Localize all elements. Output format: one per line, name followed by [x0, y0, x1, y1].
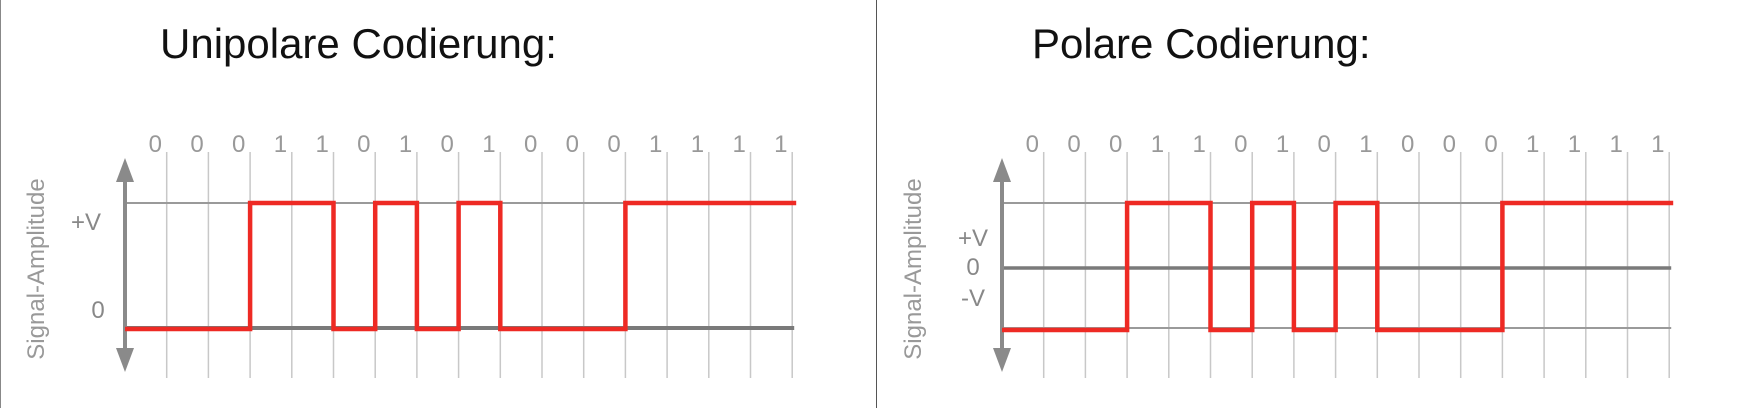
bit-label: 1 — [691, 131, 704, 158]
bit-label: 1 — [274, 131, 287, 158]
bit-label: 1 — [774, 131, 787, 158]
arrow-down-icon — [116, 348, 134, 372]
bit-label: 1 — [1526, 131, 1539, 158]
bit-label: 0 — [357, 131, 370, 158]
bit-label: 0 — [607, 131, 620, 158]
panel-title: Polare Codierung: — [1032, 20, 1371, 67]
level-labels: +V0 -V — [958, 225, 988, 312]
bit-labels: 0 0 0 1 1 0 1 0 1 0 0 0 1 1 1 1 — [149, 131, 788, 158]
axes: Signal-Amplitude — [23, 158, 134, 372]
unipolar-diagram: Signal-Amplitude 0 0 0 1 1 0 1 0 1 0 0 0 1 1 1 1 +V 0 — [23, 131, 797, 378]
bit-label: 0 — [1318, 131, 1331, 158]
bit-label: 0 — [524, 131, 537, 158]
arrow-up-icon — [993, 158, 1011, 182]
bit-label: 1 — [1568, 131, 1581, 158]
level-label: +V — [958, 225, 988, 252]
bit-labels: 0 0 0 1 1 0 1 0 1 0 0 0 1 1 1 1 — [1026, 131, 1665, 158]
arrow-down-icon — [993, 348, 1011, 372]
bit-label: 1 — [649, 131, 662, 158]
bit-label: 0 — [1067, 131, 1080, 158]
bit-label: 0 — [1234, 131, 1247, 158]
bit-label: 1 — [1651, 131, 1664, 158]
bit-label: 1 — [1192, 131, 1205, 158]
level-label: +V — [71, 209, 101, 236]
panel-divider — [876, 0, 877, 408]
arrow-up-icon — [116, 158, 134, 182]
signal — [1002, 200, 1674, 333]
bit-label: 0 — [1401, 131, 1414, 158]
level-label: 0 — [91, 297, 104, 324]
signal-waveform — [125, 200, 797, 332]
level-labels: +V 0 — [71, 209, 105, 324]
signal — [125, 200, 797, 332]
bit-label: 1 — [732, 131, 745, 158]
panel-title: Unipolare Codierung: — [160, 20, 557, 67]
bit-label: 0 — [1109, 131, 1122, 158]
panel-polar: Polare Codierung: Signal-Amplitude 0 0 0 1 1… — [877, 0, 1744, 408]
bit-label: 0 — [1026, 131, 1039, 158]
bit-label: 1 — [399, 131, 412, 158]
bit-label: 0 — [1443, 131, 1456, 158]
left-border — [0, 0, 1, 408]
y-axis-label: Signal-Amplitude — [23, 178, 50, 359]
bit-label: 0 — [566, 131, 579, 158]
axes: Signal-Amplitude — [900, 158, 1011, 372]
level-label: -V — [961, 285, 985, 312]
signal-waveform — [1002, 200, 1674, 333]
bit-label: 1 — [1609, 131, 1622, 158]
bit-label: 0 — [441, 131, 454, 158]
level-label: 0 — [966, 254, 979, 281]
bit-label: 1 — [1359, 131, 1372, 158]
bit-label: 1 — [482, 131, 495, 158]
bit-label: 1 — [315, 131, 328, 158]
bit-label: 0 — [149, 131, 162, 158]
bit-label: 0 — [232, 131, 245, 158]
y-axis-label: Signal-Amplitude — [900, 178, 927, 359]
bit-label: 0 — [190, 131, 203, 158]
bit-label: 0 — [1484, 131, 1497, 158]
bit-label: 1 — [1151, 131, 1164, 158]
bit-label: 1 — [1276, 131, 1289, 158]
